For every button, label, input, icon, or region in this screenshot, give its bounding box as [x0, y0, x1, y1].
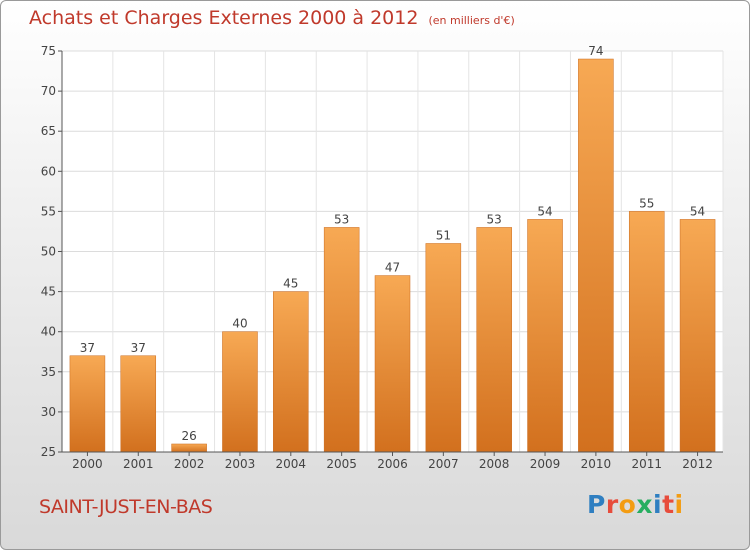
- logo-letter: x: [636, 490, 653, 519]
- bar: [323, 227, 360, 453]
- labels: 25 30 35 40 45 50 55 60 65 70 75 37 2000 37 2001 26 2002…: [41, 44, 713, 471]
- logo-letter: i: [674, 490, 684, 519]
- data-label: 55: [639, 196, 654, 210]
- x-tick-label: 2005: [326, 457, 357, 471]
- logo-letter: o: [618, 490, 637, 519]
- x-tick-label: 2003: [225, 457, 256, 471]
- y-tick-label: 55: [41, 204, 56, 218]
- data-label: 47: [385, 261, 400, 275]
- logo-letter: i: [653, 490, 663, 519]
- y-tick-label: 30: [41, 405, 56, 419]
- x-tick-label: 2004: [276, 457, 307, 471]
- y-tick-label: 65: [41, 124, 56, 138]
- proxiti-logo[interactable]: Proxiti: [587, 490, 684, 519]
- chart-title: Achats et Charges Externes 2000 à 2012 (e…: [29, 7, 515, 29]
- data-label: 40: [232, 317, 247, 331]
- x-tick-label: 2012: [682, 457, 713, 471]
- bar: [69, 355, 106, 453]
- x-tick-label: 2009: [530, 457, 561, 471]
- logo-letter: P: [587, 490, 606, 519]
- x-tick-label: 2007: [428, 457, 459, 471]
- x-tick-label: 2002: [174, 457, 205, 471]
- data-label: 53: [334, 212, 349, 226]
- bar: [171, 443, 207, 453]
- data-label: 54: [537, 204, 552, 218]
- data-label: 37: [131, 341, 146, 355]
- y-tick-label: 25: [41, 445, 56, 459]
- data-label: 26: [181, 429, 196, 443]
- x-tick-label: 2000: [72, 457, 103, 471]
- bar: [120, 355, 157, 453]
- x-tick-label: 2008: [479, 457, 510, 471]
- bar: [222, 331, 258, 453]
- data-label: 54: [690, 204, 705, 218]
- y-tick-label: 75: [41, 44, 56, 58]
- x-tick-label: 2001: [123, 457, 154, 471]
- chart-unit: (en milliers d'€): [428, 14, 515, 27]
- axes: [58, 50, 723, 456]
- y-tick-label: 35: [41, 365, 56, 379]
- x-tick-label: 2011: [631, 457, 662, 471]
- data-label: 37: [80, 341, 95, 355]
- place-name: SAINT-JUST-EN-BAS: [39, 496, 213, 518]
- chart-title-text: Achats et Charges Externes 2000 à 2012: [29, 7, 419, 29]
- bar: [679, 219, 716, 453]
- data-label: 45: [283, 277, 298, 291]
- y-tick-label: 50: [41, 245, 56, 259]
- x-tick-label: 2010: [581, 457, 612, 471]
- y-tick-label: 40: [41, 325, 56, 339]
- bar: [476, 227, 512, 453]
- bars: [69, 58, 716, 453]
- bar: [425, 243, 462, 453]
- bar: [578, 58, 614, 453]
- y-tick-label: 70: [41, 84, 56, 98]
- bar: [527, 219, 563, 453]
- data-label: 51: [436, 228, 451, 242]
- data-label: 53: [487, 212, 502, 226]
- bar: [273, 291, 309, 453]
- bar: [374, 275, 411, 453]
- logo-letter: r: [605, 490, 619, 519]
- bar: [628, 211, 665, 453]
- logo-letter: t: [662, 490, 675, 519]
- y-tick-label: 45: [41, 285, 56, 299]
- y-tick-label: 60: [41, 164, 56, 178]
- data-label: 74: [588, 44, 603, 58]
- x-tick-label: 2006: [377, 457, 408, 471]
